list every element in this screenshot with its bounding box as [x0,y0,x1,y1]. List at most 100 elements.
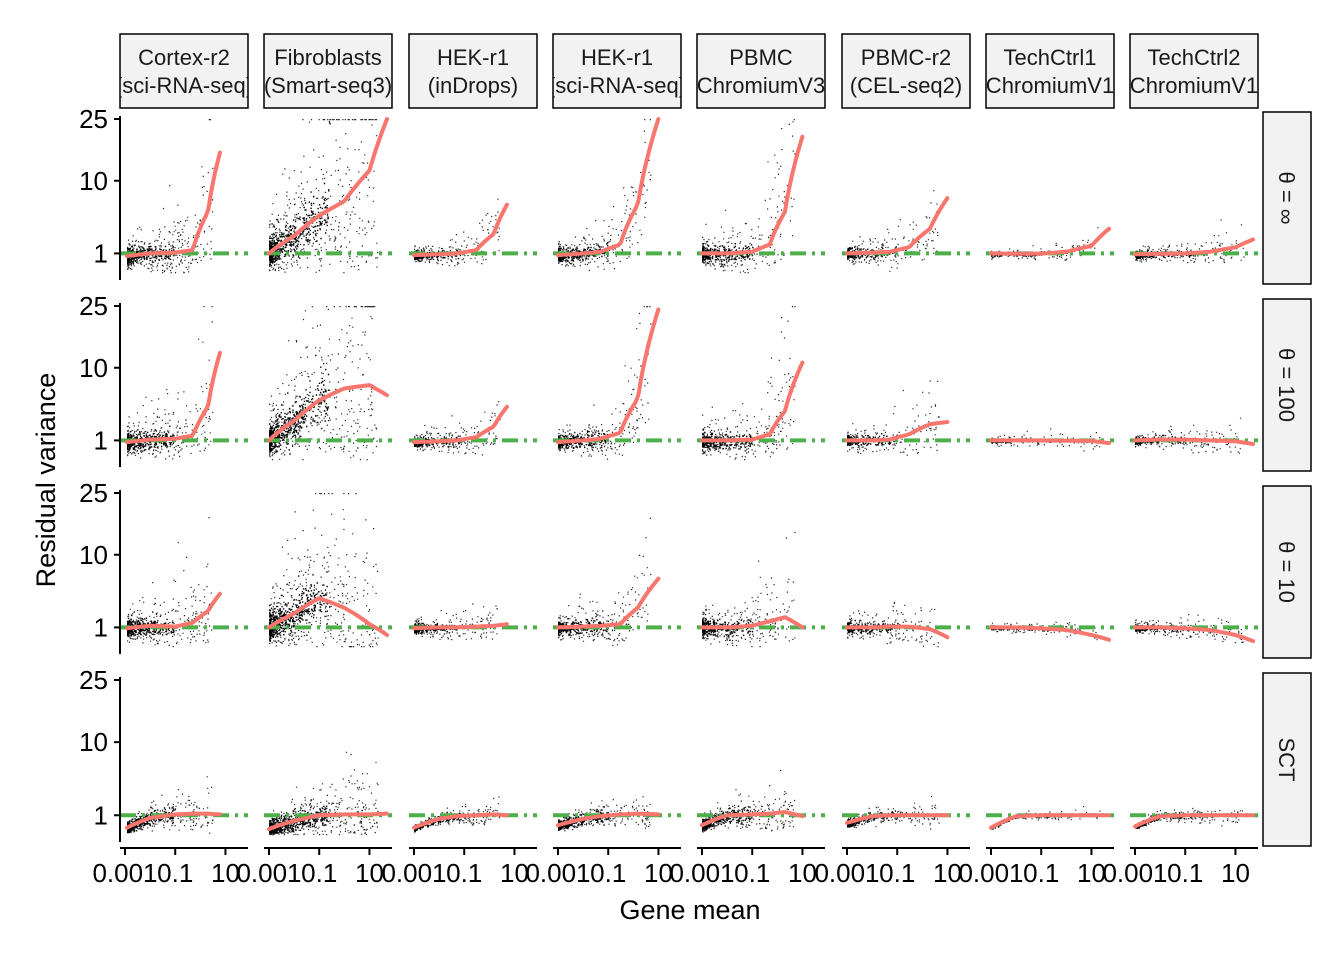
trend-line [412,404,509,445]
y-tick-label: 10 [79,727,108,757]
x-tick-label: 0.1 [157,858,193,888]
column-strip-label-line1: Fibroblasts [274,45,382,70]
column-strip-label-line2: (ChromiumV1) [1122,73,1265,98]
panel-r4-c2 [264,751,392,836]
scatter-points [269,119,379,274]
scatter-core [269,182,330,267]
y-tick-label: 10 [79,166,108,196]
panel-r2-c1 [120,306,248,460]
x-tick-label: 0.1 [879,858,915,888]
y-tick-label: 1 [94,612,108,642]
panel-r1-c1 [120,119,248,274]
x-tick-label: 10 [211,858,240,888]
row-strip-label: θ = 100 [1274,348,1299,422]
column-strip-label-line2: (sci-RNA-seq) [548,73,686,98]
y-tick-label: 10 [79,540,108,570]
panel-r3-c7 [986,621,1114,642]
scatter-points [269,306,378,461]
scatter-points [1135,807,1244,829]
trend-line [412,622,509,631]
x-tick-label: 10 [788,858,817,888]
row-strip-box [1262,298,1312,472]
row-strip-label: SCT [1274,738,1299,782]
scatter-points [702,769,796,832]
panel-r1-c8 [1130,219,1258,264]
scatter-core [702,617,754,637]
panel-r3-c4 [553,517,681,646]
x-tick-label: 0.1 [734,858,770,888]
column-strip-label-line1: TechCtrl2 [1148,45,1241,70]
trend-line [556,307,661,445]
column-strip-box [841,33,971,109]
panel-r1-c5 [697,119,825,274]
trend-line [267,596,389,637]
panel-r3-c1 [120,517,248,648]
panel-r4-c3 [409,796,537,833]
scatter-core [558,618,609,636]
column-strip: HEK-r1 (inDrops) [408,33,538,109]
scatter-core [269,354,330,453]
y-tick-label: 25 [79,665,108,695]
scatter-points [702,119,796,274]
x-tick-label: 0.001 [669,858,734,888]
trend-line [1133,625,1255,644]
x-axis-label: Gene mean [619,895,760,925]
column-strip: HEK-r1 (sci-RNA-seq) [548,33,686,109]
panel-r3-c5 [697,531,825,648]
scatter-core [847,810,899,828]
y-tick-label: 1 [94,238,108,268]
x-tick-label: 0.1 [446,858,482,888]
trend-line [989,226,1111,256]
panel-r2-c2 [264,306,392,461]
scatter-points [1135,417,1243,454]
scatter-points [702,531,796,648]
scatter-points [991,227,1100,261]
panel-r1-c4 [553,117,681,272]
trend-line [700,360,805,443]
panel-r2-c4 [553,306,681,460]
y-tick-label: 25 [79,478,108,508]
trend-line [845,196,950,256]
column-strip-box [985,33,1115,109]
y-axis-label: Residual variance [31,373,61,588]
x-tick-label: 0.001 [958,858,1023,888]
column-strip-label-line1: PBMC-r2 [861,45,951,70]
x-tick-label: 0.001 [381,858,446,888]
x-tick-label: 10 [500,858,529,888]
panel-r2-c8 [1130,417,1258,454]
x-tick-label: 0.1 [590,858,626,888]
trend-line [412,202,509,258]
row-strip-label: θ = 10 [1274,541,1299,603]
y-tick-label: 10 [79,353,108,383]
panel-r3-c8 [1130,614,1258,644]
y-tick-label: 1 [94,425,108,455]
trend-line [412,812,509,830]
row-strip: θ = 10 [1262,485,1312,659]
column-strip-label-line2: (Smart-seq3) [264,73,392,98]
panel-r4-c7 [986,805,1114,830]
x-tick-label: 0.001 [1102,858,1167,888]
trend-line [1133,237,1255,257]
row-strip-box [1262,672,1312,847]
column-strip: Fibroblasts (Smart-seq3) [263,33,393,109]
scatter-points [558,119,652,272]
column-strip-label-line2: (sci-RNA-seq) [115,73,253,98]
column-strip: Cortex-r2 (sci-RNA-seq) [115,33,253,109]
column-strip-label-line1: TechCtrl1 [1004,45,1097,70]
row-strip: θ = 100 [1262,298,1312,472]
row-strip-box [1262,485,1312,659]
trend-line [125,150,222,258]
trend-line [700,615,805,630]
panel-r4-c8 [1130,807,1258,829]
x-tick-label: 0.1 [1167,858,1203,888]
column-strip-label-line1: HEK-r1 [581,45,653,70]
trend-line [267,117,389,256]
scatter-points [414,401,501,456]
column-strip-label-line1: HEK-r1 [437,45,509,70]
panel-r4-c4 [553,796,681,832]
column-strip: TechCtrl1 (ChromiumV1) [985,33,1115,109]
panel-r4-c5 [697,769,825,833]
panel-r3-c3 [409,603,537,641]
trend-line [556,811,661,828]
